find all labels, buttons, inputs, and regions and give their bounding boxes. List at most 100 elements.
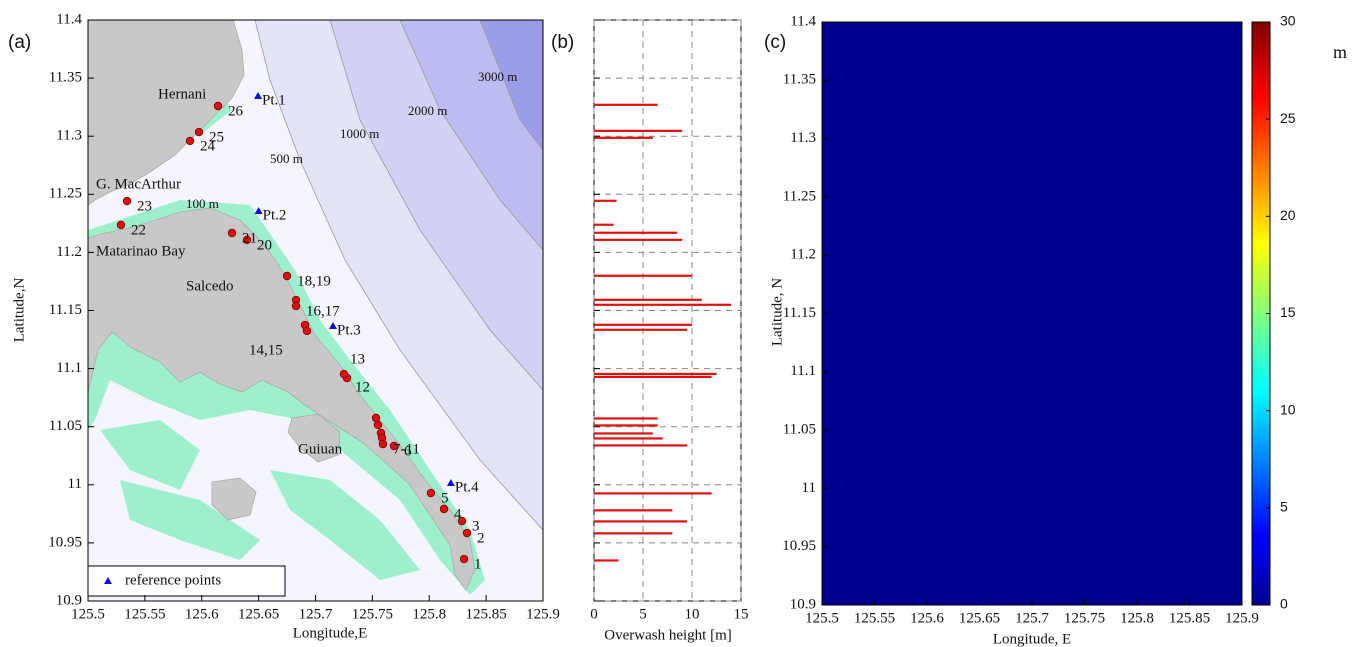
panel-label: (b) [551, 32, 574, 53]
x-tick-label: 125.65 [238, 606, 279, 622]
x-tick-label: 125.8 [1120, 610, 1154, 626]
x-tick-label: 15 [734, 606, 749, 622]
x-tick-label: 125.7 [299, 606, 333, 622]
site-label: 23 [137, 198, 152, 214]
x-tick-label: 125.9 [1225, 610, 1259, 626]
contour-label: 1000 m [340, 126, 379, 141]
site-marker [194, 127, 204, 137]
bar [594, 432, 653, 435]
contour-label: 2000 m [408, 103, 447, 118]
colorbar-tick-label: 10 [1280, 401, 1296, 417]
site-label: 25 [209, 129, 224, 145]
legend-symbol [104, 577, 112, 584]
contour-label: 500 m [270, 151, 303, 166]
site-marker [457, 516, 467, 526]
contour-label: 3000 m [478, 69, 517, 84]
reference-point [254, 91, 263, 99]
x-tick-label: 125.75 [1064, 610, 1105, 626]
site-label: 4 [454, 506, 462, 522]
y-tick-label: 11.3 [56, 128, 82, 144]
y-tick-label: 11 [802, 480, 816, 496]
colorbar-tick-label: 0 [1280, 596, 1288, 612]
site-marker [373, 420, 383, 430]
bar [594, 559, 619, 562]
site-marker [242, 235, 252, 245]
bar [594, 274, 692, 277]
y-tick-label: 11.15 [783, 305, 816, 321]
site-marker [302, 326, 312, 336]
site-label: 5 [441, 490, 449, 506]
y-tick-label: 10.95 [782, 538, 816, 554]
y-tick-label: 11.2 [790, 247, 816, 263]
y-tick-label: 11.15 [49, 302, 82, 318]
x-tick-label: 125.65 [959, 610, 1000, 626]
legend-label: reference points [125, 572, 221, 588]
site-marker [282, 271, 292, 281]
site-label: 12 [355, 379, 370, 395]
site-label: 13 [350, 351, 365, 367]
bar [594, 223, 614, 226]
place-name: Matarinao Bay [96, 243, 186, 259]
bar [594, 103, 658, 106]
colorbar-tick-label: 5 [1280, 499, 1288, 515]
site-marker [213, 101, 223, 111]
bar [594, 231, 678, 234]
y-tick-label: 11.1 [56, 360, 82, 376]
site-marker [462, 528, 472, 538]
x-tick-label: 125.5 [805, 610, 839, 626]
x-tick-label: 125.55 [854, 610, 895, 626]
shallow [100, 420, 200, 490]
bar [594, 375, 712, 379]
shallow [120, 480, 260, 560]
y-tick-label: 11.4 [56, 11, 82, 27]
reference-point [446, 478, 455, 486]
x-axis-label: Longitude, E [993, 631, 1071, 647]
y-tick-label: 10.95 [48, 534, 82, 550]
x-tick-label: 125.9 [526, 606, 560, 622]
x-axis-label: Longitude,E [293, 625, 368, 641]
y-tick-label: 10.9 [790, 596, 816, 612]
bar [594, 492, 712, 495]
x-tick-label: 125.5 [71, 606, 105, 622]
site-label: 24 [200, 138, 216, 154]
x-tick-label: 125.6 [910, 610, 944, 626]
colorbar-label: m [1333, 42, 1347, 62]
reference-label: Pt.1 [262, 92, 286, 108]
colorbar-tick-label: 30 [1280, 13, 1296, 29]
place-name: G. MacArthur [96, 176, 181, 192]
bar [594, 328, 688, 331]
x-axis-label: Overwash height [m] [604, 627, 731, 643]
map-a [88, 20, 543, 601]
site-marker [378, 439, 388, 449]
site-label: 18,19 [297, 273, 331, 289]
heatmap-background [822, 22, 1242, 605]
x-tick-label: 125.85 [1169, 610, 1210, 626]
x-tick-label: 0 [590, 606, 598, 622]
site-label: 20 [257, 237, 272, 253]
colorbar-tick-label: 20 [1280, 207, 1296, 223]
y-axis-label: Latitude,N [11, 278, 27, 343]
bar [594, 417, 658, 420]
site-marker [439, 504, 449, 514]
reference-label: Pt.4 [455, 479, 479, 495]
bar [594, 298, 702, 301]
site-label: 2 [477, 530, 485, 546]
y-tick-label: 11.35 [783, 72, 816, 88]
bar [594, 129, 683, 132]
bar [594, 323, 692, 326]
site-label: 21 [242, 230, 257, 246]
bar [594, 303, 732, 306]
reference-point [254, 207, 263, 215]
site-marker [339, 369, 349, 379]
bar [594, 424, 658, 427]
place-name: Hernani [158, 86, 206, 102]
y-tick-label: 10.9 [56, 592, 82, 608]
legend [87, 565, 286, 597]
y-tick-label: 11.25 [49, 186, 82, 202]
x-tick-label: 125.55 [124, 606, 165, 622]
y-tick-label: 11.1 [790, 363, 816, 379]
site-marker [389, 441, 399, 451]
reference-label: Pt.3 [337, 322, 361, 338]
site-marker [371, 413, 381, 423]
